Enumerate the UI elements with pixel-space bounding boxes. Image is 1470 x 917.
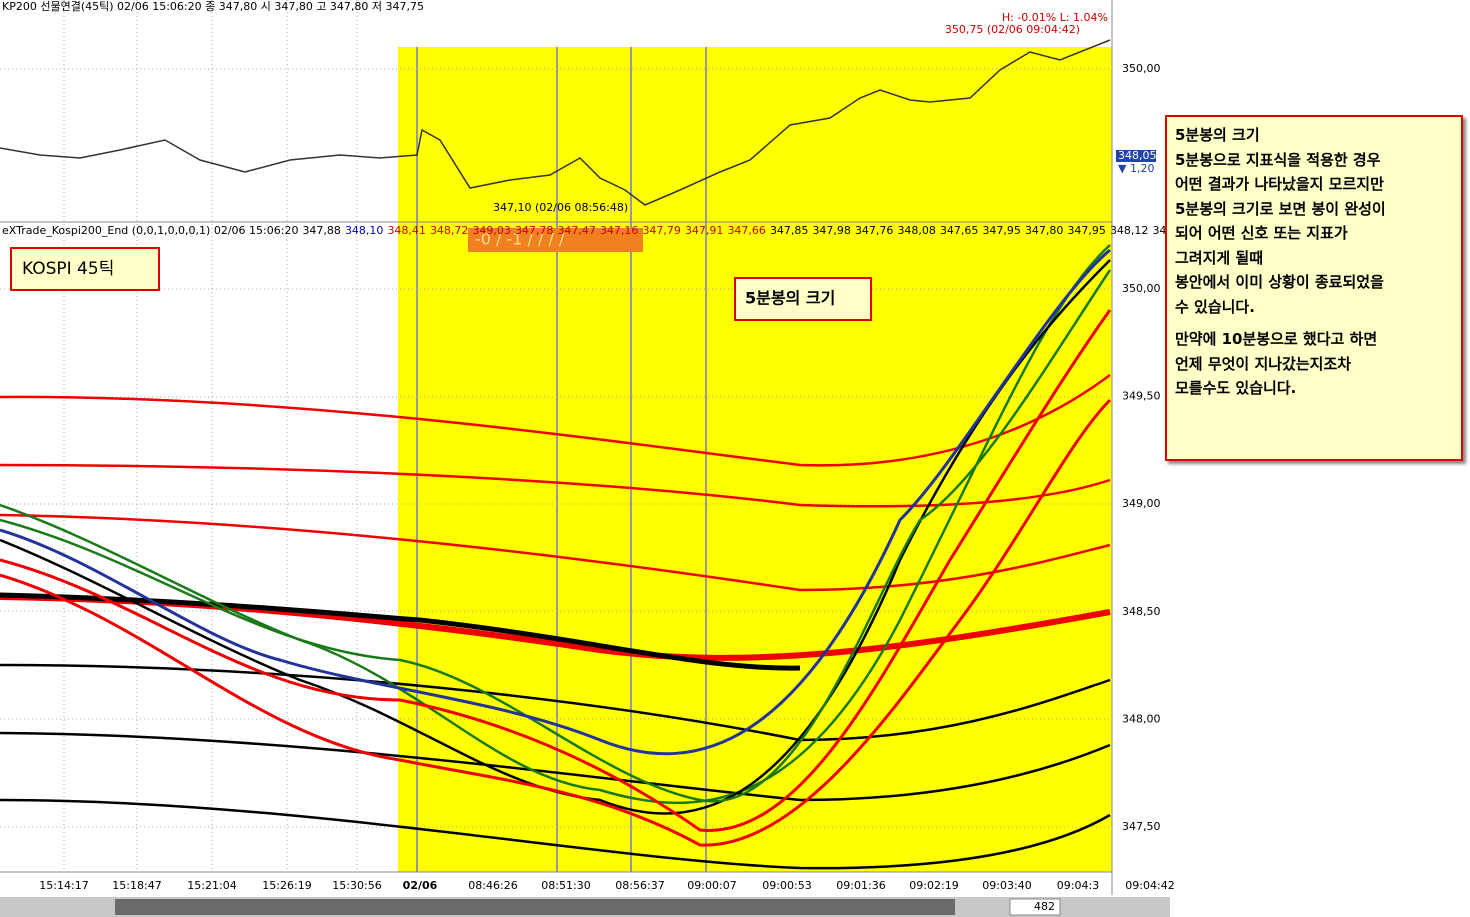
- note-line: 봉안에서 이미 상황이 종료되었을: [1175, 273, 1384, 291]
- time-label: 09:00:07: [687, 879, 736, 892]
- last-price-box: [1116, 150, 1156, 162]
- time-label: 15:21:04: [187, 879, 236, 892]
- indicator-value: 348,08: [897, 224, 936, 237]
- time-label: 15:14:17: [39, 879, 88, 892]
- axis-label: 349,50: [1122, 390, 1161, 403]
- time-label: 09:01:36: [836, 879, 885, 892]
- indicator-name: eXTrade_Kospi200_End (0,0,1,0,0,0,1) 02/…: [2, 224, 298, 237]
- indicator-value: 348,41: [387, 224, 426, 237]
- time-label: 08:46:26: [468, 879, 517, 892]
- axis-label: 349,00: [1122, 497, 1161, 510]
- note-line: 되어 어떤 신호 또는 지표가: [1175, 224, 1348, 242]
- indicator-value: 348,72: [430, 224, 469, 237]
- candle-label: 5분봉의 크기: [745, 289, 835, 308]
- time-label: 08:56:37: [615, 879, 664, 892]
- kospi-label-box: [10, 247, 160, 291]
- price-line: [0, 39, 1111, 206]
- time-label: 08:51:30: [541, 879, 590, 892]
- range: H: -0.01% L: 1.04%: [1002, 11, 1108, 24]
- indicator-value: 348,12: [1110, 224, 1149, 237]
- axis-label: 347,50: [1122, 820, 1161, 833]
- low-label: 347,10 (02/06 08:56:48): [493, 201, 628, 214]
- signal-text: -0 / -1 / / / /: [475, 230, 565, 249]
- upper-axis-label: 350,00: [1122, 62, 1161, 75]
- indicator-value: 347,78: [515, 224, 554, 237]
- indicator-value: 347,98: [812, 224, 851, 237]
- time-label: 09:02:19: [909, 879, 958, 892]
- axis-label: 348,50: [1122, 605, 1161, 618]
- indicator-value: 349,03: [472, 224, 511, 237]
- axis-label: 350,00: [1122, 282, 1161, 295]
- indicator-value: 347,91: [685, 224, 724, 237]
- indicator-value: 347,80: [1025, 224, 1064, 237]
- candle-label-box: [734, 277, 872, 321]
- high-label: 350,75 (02/06 09:04:42): [945, 23, 1080, 36]
- signal-box: [468, 228, 643, 252]
- note-line: 어떤 결과가 나타났을지 모르지만: [1175, 175, 1384, 193]
- header-title: KP200 선물연결(45틱) 02/06 15:06:20 종 347,80 …: [2, 0, 424, 13]
- count-box: [1009, 898, 1061, 916]
- note-line: 5분봉으로 지표식을 적용한 경우: [1175, 150, 1381, 169]
- time-label: 15:26:19: [262, 879, 311, 892]
- last-price: 348,05: [1118, 149, 1157, 162]
- change: ▼ 1,20: [1118, 162, 1154, 175]
- time-label: 09:03:40: [982, 879, 1031, 892]
- note-line: 그려지게 될때: [1175, 248, 1264, 267]
- indicator-value: 347,79: [642, 224, 681, 237]
- indicator-header: eXTrade_Kospi200_End (0,0,1,0,0,0,1) 02/…: [2, 224, 1184, 237]
- time-label: 02/06: [403, 879, 438, 892]
- note-line: 언제 무엇이 지나갔는지조차: [1175, 354, 1352, 373]
- note-line: 만약에 10분봉으로 했다고 하면: [1175, 330, 1378, 348]
- indicator-value: 347,85: [770, 224, 809, 237]
- grid: [0, 0, 1112, 872]
- indicator-value: 347,65: [940, 224, 979, 237]
- indicator-value: 347,95: [982, 224, 1021, 237]
- time-label: 09:04:42: [1125, 879, 1174, 892]
- time-label: 15:18:47: [112, 879, 161, 892]
- indicator-value: 348,10: [345, 224, 384, 237]
- note-line: 5분봉의 크기: [1175, 126, 1260, 144]
- time-label: 09:04:3: [1057, 879, 1099, 892]
- scroll-thumb[interactable]: [115, 899, 955, 915]
- axis-label: 348,00: [1122, 712, 1161, 725]
- kospi-label: KOSPI 45틱: [22, 259, 114, 279]
- indicator-value: 347,66: [727, 224, 766, 237]
- note-line: 수 있습니다.: [1175, 297, 1255, 316]
- indicator-lines: [0, 244, 1112, 870]
- dividers: [416, 47, 707, 872]
- indicator-value: 347,76: [855, 224, 894, 237]
- scroll-count: 482: [1034, 900, 1055, 913]
- note-line: 모를수도 있습니다.: [1175, 379, 1297, 397]
- indicator-value: 347,88: [302, 224, 341, 237]
- note-line: 5분봉의 크기로 보면 봉이 완성이: [1175, 199, 1386, 218]
- indicator-value: 347,47: [557, 224, 596, 237]
- time-label: 15:30:56: [332, 879, 381, 892]
- time-label: 09:00:53: [762, 879, 811, 892]
- indicator-value: 347,16: [600, 224, 639, 237]
- indicator-value: 347,95: [1067, 224, 1106, 237]
